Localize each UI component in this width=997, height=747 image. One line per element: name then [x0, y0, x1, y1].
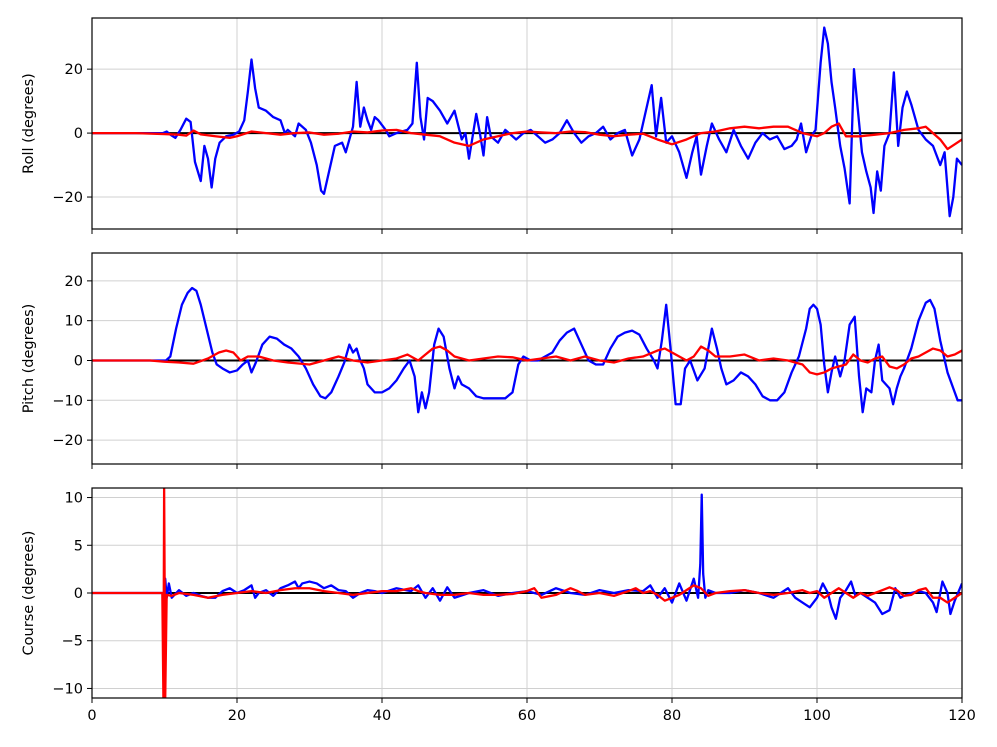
course-x-tick-label-0: 0 — [87, 708, 96, 724]
course-y-axis-label: Course (degrees) — [21, 531, 37, 656]
course-x-tick-label-1: 20 — [228, 708, 246, 724]
roll-y-axis-label: Roll (degrees) — [21, 73, 37, 174]
pitch-y-tick-label-1: −10 — [52, 393, 83, 409]
pitch-y-tick-label-4: 20 — [65, 274, 83, 290]
course-x-tick-label-3: 60 — [518, 708, 536, 724]
course-y-tick-label-3: 5 — [74, 538, 83, 554]
roll-series-line-1 — [92, 122, 962, 151]
course-x-tick-label-6: 120 — [948, 708, 976, 724]
course-y-tick-label-4: 10 — [65, 491, 83, 507]
panel-pitch: −20 −10 0 10 20 Pitch (degrees) — [21, 252, 963, 469]
pitch-series-line-0 — [92, 286, 962, 414]
panel-roll: −20 0 20 Roll (degrees) — [21, 17, 963, 234]
panel-course: 0 20 40 60 80 100 120 −10 −5 0 5 10 Course (degrees) — [21, 487, 976, 724]
course-y-tick-label-0: −10 — [52, 681, 83, 697]
course-x-tick-label-2: 40 — [373, 708, 391, 724]
pitch-series-line-1 — [92, 345, 962, 376]
course-y-tick-label-1: −5 — [62, 634, 83, 650]
roll-y-tick-label-1: 0 — [74, 126, 83, 142]
pitch-y-axis-label: Pitch (degrees) — [21, 304, 37, 414]
pitch-y-tick-label-0: −20 — [52, 433, 83, 449]
course-y-tick-label-2: 0 — [74, 586, 83, 602]
pitch-y-tick-label-2: 0 — [74, 353, 83, 369]
pitch-y-tick-label-3: 10 — [65, 314, 83, 330]
roll-y-tick-label-0: −20 — [52, 190, 83, 206]
course-x-tick-label-5: 100 — [803, 708, 831, 724]
roll-y-tick-label-2: 20 — [65, 62, 83, 78]
course-x-tick-label-4: 80 — [663, 708, 681, 724]
course-series-line-1 — [92, 488, 962, 698]
